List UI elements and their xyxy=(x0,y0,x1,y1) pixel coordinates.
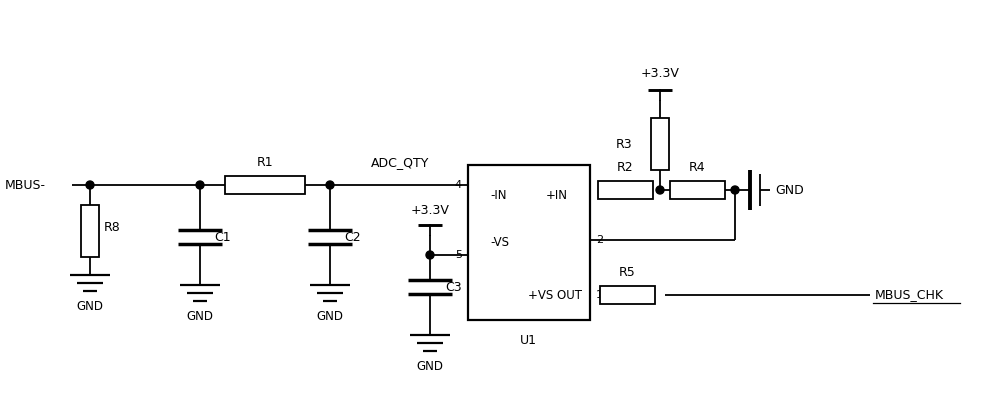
Text: R3: R3 xyxy=(615,138,632,150)
Bar xyxy=(600,286,655,304)
Text: GND: GND xyxy=(775,183,804,196)
Text: ADC_QTY: ADC_QTY xyxy=(371,156,429,169)
Text: 4: 4 xyxy=(455,180,462,190)
Text: 3: 3 xyxy=(596,185,603,195)
Text: 5: 5 xyxy=(455,250,462,260)
Text: R8: R8 xyxy=(104,220,121,233)
Bar xyxy=(81,205,99,257)
Circle shape xyxy=(656,186,664,194)
Text: U1: U1 xyxy=(520,334,536,347)
Text: R1: R1 xyxy=(257,156,273,169)
Text: 1: 1 xyxy=(596,290,603,300)
Bar xyxy=(468,165,590,320)
Text: +VS OUT: +VS OUT xyxy=(528,289,582,302)
Text: MBUS_CHK: MBUS_CHK xyxy=(875,289,944,302)
Text: GND: GND xyxy=(186,310,214,323)
Text: GND: GND xyxy=(416,360,444,373)
Text: -IN: -IN xyxy=(490,189,507,201)
Text: GND: GND xyxy=(76,300,104,313)
Text: C1: C1 xyxy=(214,231,231,243)
Circle shape xyxy=(86,181,94,189)
Circle shape xyxy=(326,181,334,189)
Text: +3.3V: +3.3V xyxy=(641,67,679,80)
Bar xyxy=(670,181,725,199)
Bar xyxy=(651,118,669,170)
Text: R5: R5 xyxy=(619,266,636,279)
Text: C2: C2 xyxy=(344,231,361,243)
Circle shape xyxy=(196,181,204,189)
Text: R2: R2 xyxy=(617,161,633,174)
Text: 2: 2 xyxy=(596,235,603,245)
Bar xyxy=(225,176,305,194)
Text: C3: C3 xyxy=(445,280,462,293)
Text: +IN: +IN xyxy=(546,189,568,201)
Text: MBUS-: MBUS- xyxy=(5,178,46,192)
Text: -VS: -VS xyxy=(490,236,509,249)
Text: GND: GND xyxy=(316,310,344,323)
Text: +3.3V: +3.3V xyxy=(411,204,449,217)
Circle shape xyxy=(731,186,739,194)
Text: R4: R4 xyxy=(689,161,706,174)
Bar xyxy=(598,181,652,199)
Circle shape xyxy=(426,251,434,259)
